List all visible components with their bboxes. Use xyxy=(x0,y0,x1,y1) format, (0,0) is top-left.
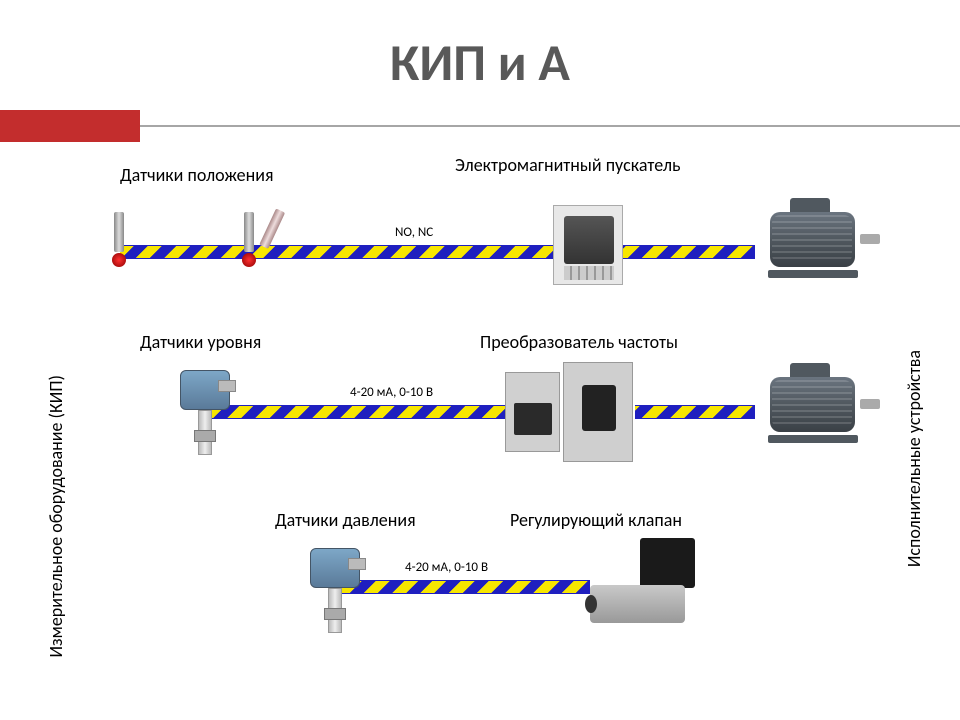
control-valve-icon xyxy=(585,538,695,623)
signal-type: 4-20 мА, 0-10 В xyxy=(350,385,433,400)
vfd-icon xyxy=(505,362,635,462)
row-level-sensors: Датчики уровня Преобразователь частоты 4… xyxy=(110,350,870,480)
signal-type: 4-20 мА, 0-10 В xyxy=(405,560,488,575)
accent-bar xyxy=(0,110,960,142)
contactor-icon xyxy=(553,205,623,285)
row-position-sensors: Датчики положения Электромагнитный пуска… xyxy=(110,170,870,300)
signal-cable xyxy=(340,580,590,594)
sensor-label: Датчики положения xyxy=(120,165,274,187)
left-column-label: Измерительное оборудование (КИП) xyxy=(45,375,67,658)
diagram-area: Измерительное оборудование (КИП) Исполни… xyxy=(0,150,960,720)
sensor-label: Датчики уровня xyxy=(140,332,261,354)
controller-label: Электромагнитный пускатель xyxy=(455,155,681,177)
power-cable xyxy=(635,405,755,419)
signal-type: NO, NC xyxy=(395,225,433,240)
right-column-label: Исполнительные устройства xyxy=(903,350,925,567)
page-title: КИП и А xyxy=(0,30,960,94)
proximity-sensor-icon xyxy=(110,212,128,267)
controller-label: Преобразователь частоты xyxy=(480,332,678,354)
motor-icon xyxy=(750,365,880,445)
pressure-sensor-icon xyxy=(310,548,360,638)
row-pressure-sensors: Датчики давления Регулирующий клапан 4-2… xyxy=(110,530,870,660)
signal-cable xyxy=(210,405,510,419)
power-cable xyxy=(620,245,755,259)
sensor-label: Датчики давления xyxy=(275,510,416,532)
level-sensor-icon xyxy=(180,370,230,460)
motor-icon xyxy=(750,200,880,280)
signal-cable xyxy=(120,245,560,259)
controller-label: Регулирующий клапан xyxy=(510,510,682,532)
